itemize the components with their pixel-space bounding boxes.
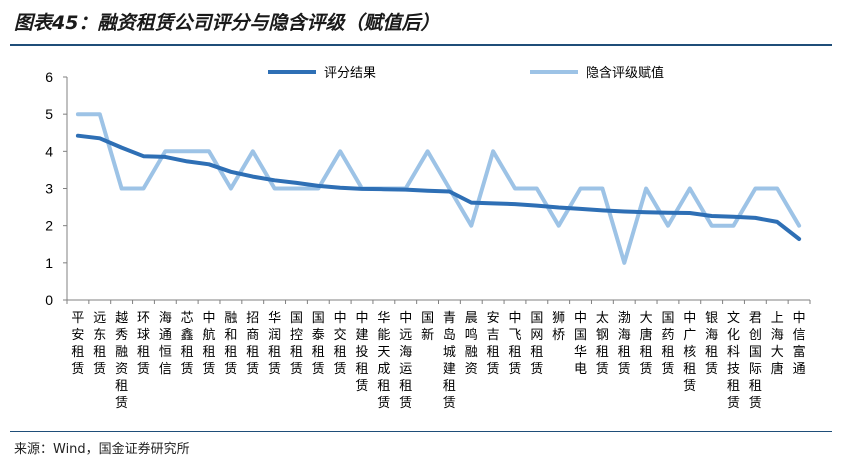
x-tick-label: 招商租赁 (246, 311, 259, 377)
x-tick-label: 青岛城建租赁 (443, 311, 456, 411)
x-tick-label: 环球租赁 (137, 311, 150, 377)
y-tick-label: 0 (45, 292, 53, 308)
x-tick-label: 狮桥 (552, 311, 565, 343)
legend-label-1: 评分结果 (324, 66, 376, 81)
y-axis: 0 1 2 3 4 5 6 (45, 69, 68, 308)
title-divider (10, 44, 832, 46)
y-tick-label: 2 (45, 218, 53, 234)
series-line-1 (75, 133, 802, 241)
x-tick-label: 海通恒信 (159, 311, 172, 377)
x-tick-label: 融和租赁 (224, 311, 237, 377)
x-tick-label: 中建投租赁 (356, 311, 369, 394)
x-tick-label: 中交租赁 (334, 311, 347, 377)
x-tick-label: 晨鸣融资 (465, 311, 478, 377)
source-divider (10, 431, 832, 432)
y-tick-label: 4 (45, 143, 53, 159)
x-tick-label: 平安租赁 (71, 311, 84, 377)
x-tick-label: 大唐租赁 (640, 311, 653, 377)
x-tick-label: 国网租赁 (530, 311, 543, 377)
x-tick-label: 中飞租赁 (508, 311, 521, 377)
x-tick-label: 安吉租赁 (487, 311, 500, 377)
x-tick-label: 中航租赁 (203, 311, 216, 377)
x-tick-label: 国泰租赁 (312, 311, 325, 377)
line-chart: 0 1 2 3 4 5 6 平安租赁远东租赁越秀融资租赁环球租赁海通恒信芯鑫租赁中航租赁融和… (45, 65, 811, 411)
x-tick-label: 国控租赁 (290, 311, 303, 377)
x-tick-label: 上海大唐 (771, 311, 784, 377)
legend: 评分结果 隐含评级赋值 (268, 65, 664, 81)
source-note: 来源：Wind，国金证券研究所 (14, 442, 190, 457)
y-tick-label: 6 (45, 69, 53, 85)
x-tick-label: 华润租赁 (268, 311, 281, 377)
y-tick-label: 5 (45, 106, 53, 122)
x-tick-label: 芯鑫租赁 (181, 311, 194, 377)
x-tick-label: 渤海租赁 (618, 310, 631, 377)
x-tick-label: 太钢租赁 (596, 311, 609, 377)
x-tick-label: 银海租赁 (705, 311, 718, 377)
y-tick-label: 3 (45, 181, 53, 197)
legend-label-2: 隐含评级赋值 (586, 65, 664, 81)
y-tick-label: 1 (45, 255, 53, 271)
x-tick-label: 中国华电 (574, 311, 587, 377)
x-tick-label: 国新 (421, 311, 434, 343)
x-tick-label: 中远海运租赁 (399, 311, 412, 411)
x-tick-label: 中信富通 (793, 311, 806, 377)
x-tick-label: 君创国际租赁 (749, 311, 762, 411)
x-tick-label: 华能天成租赁 (377, 311, 390, 411)
page-title: 图表45：融资租赁公司评分与隐含评级（赋值后） (14, 12, 440, 34)
x-tick-label: 远东租赁 (93, 311, 106, 377)
series-line-2 (75, 112, 802, 265)
x-axis: 平安租赁远东租赁越秀融资租赁环球租赁海通恒信芯鑫租赁中航租赁融和租赁招商租赁华润… (66, 299, 811, 411)
x-tick-label: 文化科技租赁 (727, 311, 740, 411)
x-tick-label: 中广核租赁 (683, 311, 696, 394)
series-lines (75, 112, 802, 265)
x-tick-label: 国药租赁 (661, 311, 674, 377)
x-tick-label: 越秀融资租赁 (115, 311, 128, 411)
